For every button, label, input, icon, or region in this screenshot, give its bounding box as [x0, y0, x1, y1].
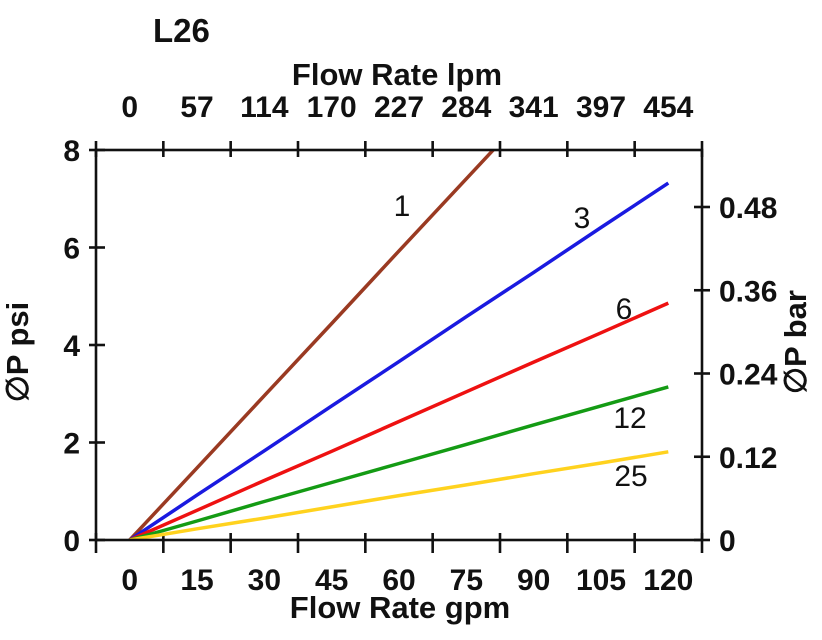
bottom-tick-label: 90 — [517, 564, 550, 597]
series-label-1: 1 — [394, 190, 411, 223]
series-line-1 — [128, 150, 496, 540]
right-axis-title: ∅P bar — [778, 290, 813, 394]
chart-title: L26 — [153, 12, 210, 49]
series-line-3 — [128, 181, 670, 540]
series-label-3: 3 — [574, 202, 591, 235]
series-label-25: 25 — [614, 460, 647, 493]
series-line-25 — [129, 450, 669, 540]
series-lines — [128, 150, 670, 540]
top-tick-label: 227 — [374, 91, 424, 124]
left-tick-label: 0 — [63, 525, 80, 558]
bottom-tick-label: 30 — [248, 564, 281, 597]
bottom-tick-label: 75 — [450, 564, 483, 597]
top-axis-tick-labels: 0 57 114 170 227 284 341 397 454 — [121, 91, 693, 124]
left-axis-tick-labels: 0 2 4 6 8 — [63, 135, 80, 558]
left-tick-label: 4 — [63, 330, 80, 363]
series-label-6: 6 — [616, 293, 633, 326]
bottom-tick-label: 120 — [643, 564, 693, 597]
top-tick-label: 170 — [307, 91, 357, 124]
series-curve-labels: 1 3 6 12 25 — [394, 190, 648, 493]
bottom-tick-label: 15 — [180, 564, 213, 597]
right-axis-tick-labels: 0 0.12 0.24 0.36 0.48 — [719, 192, 778, 558]
series-line-6 — [128, 301, 670, 540]
bottom-tick-label: 45 — [315, 564, 348, 597]
plot-border — [94, 148, 704, 542]
top-tick-label: 114 — [240, 91, 289, 124]
top-tick-label: 57 — [180, 91, 213, 124]
top-tick-label: 0 — [121, 91, 138, 124]
top-tick-label: 454 — [643, 91, 693, 124]
right-tick-label: 0.48 — [719, 192, 777, 225]
left-tick-label: 8 — [63, 135, 80, 168]
left-tick-label: 2 — [63, 428, 80, 461]
right-tick-label: 0.24 — [719, 359, 778, 392]
bottom-axis-ticks — [94, 533, 704, 553]
top-axis-title: Flow Rate lpm — [292, 57, 502, 92]
top-tick-label: 341 — [509, 91, 559, 124]
series-line-12 — [129, 385, 669, 540]
left-tick-label: 6 — [63, 233, 80, 266]
top-tick-label: 284 — [441, 91, 491, 124]
bottom-tick-label: 105 — [576, 564, 626, 597]
right-tick-label: 0 — [719, 525, 736, 558]
series-label-12: 12 — [613, 402, 646, 435]
right-tick-label: 0.12 — [719, 442, 777, 475]
bottom-tick-label: 0 — [121, 564, 138, 597]
bottom-axis-title: Flow Rate gpm — [290, 590, 510, 625]
bottom-axis-tick-labels: 0 15 30 45 60 75 90 105 120 — [121, 564, 693, 597]
top-tick-label: 397 — [576, 91, 626, 124]
left-axis-title: ∅P psi — [0, 302, 35, 403]
bottom-tick-label: 60 — [382, 564, 415, 597]
right-tick-label: 0.36 — [719, 275, 777, 308]
